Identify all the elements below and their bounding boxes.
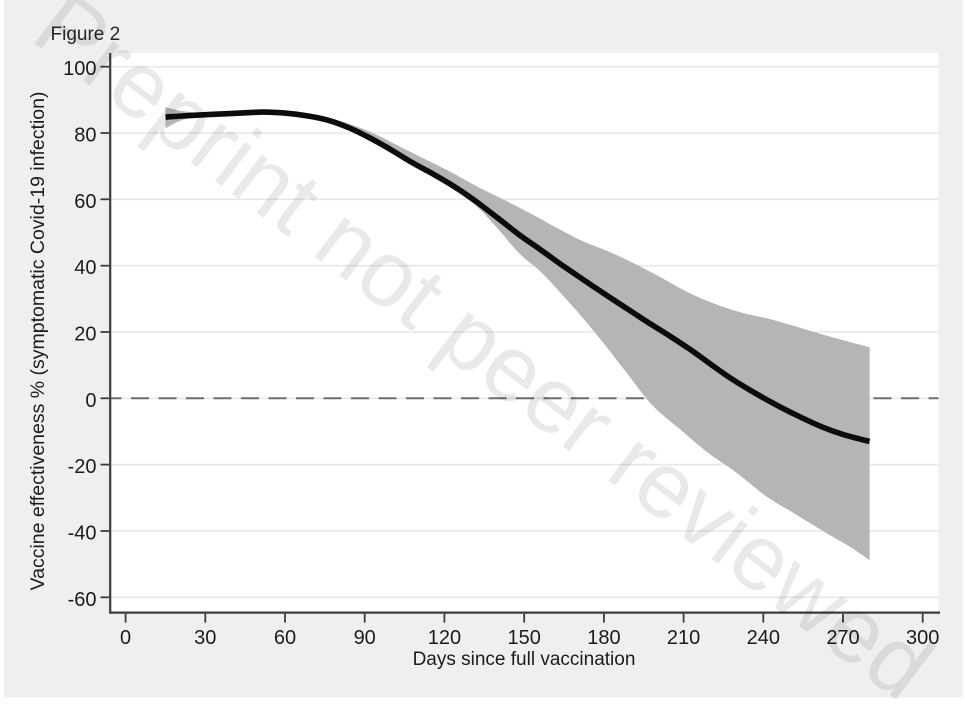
svg-text:40: 40 (74, 257, 96, 279)
svg-text:Figure 2: Figure 2 (51, 24, 121, 45)
svg-text:30: 30 (194, 627, 216, 649)
svg-text:270: 270 (826, 627, 859, 649)
svg-text:Days since full vaccination: Days since full vaccination (413, 649, 636, 670)
svg-text:120: 120 (428, 627, 461, 649)
svg-text:60: 60 (274, 627, 296, 649)
svg-text:0: 0 (120, 627, 131, 649)
svg-text:100: 100 (63, 58, 96, 80)
svg-text:240: 240 (747, 627, 780, 649)
svg-text:-20: -20 (68, 456, 97, 478)
svg-text:150: 150 (508, 627, 541, 649)
svg-text:180: 180 (587, 627, 620, 649)
svg-text:0: 0 (85, 390, 96, 412)
svg-text:210: 210 (667, 627, 700, 649)
svg-text:20: 20 (74, 324, 96, 346)
svg-text:300: 300 (906, 627, 939, 649)
svg-text:-40: -40 (68, 523, 97, 545)
svg-text:60: 60 (74, 191, 96, 213)
svg-text:80: 80 (74, 125, 96, 147)
svg-text:Vaccine effectiveness % (sympt: Vaccine effectiveness % (symptomatic Cov… (27, 92, 49, 591)
svg-text:90: 90 (354, 627, 376, 649)
svg-text:-60: -60 (68, 589, 97, 611)
